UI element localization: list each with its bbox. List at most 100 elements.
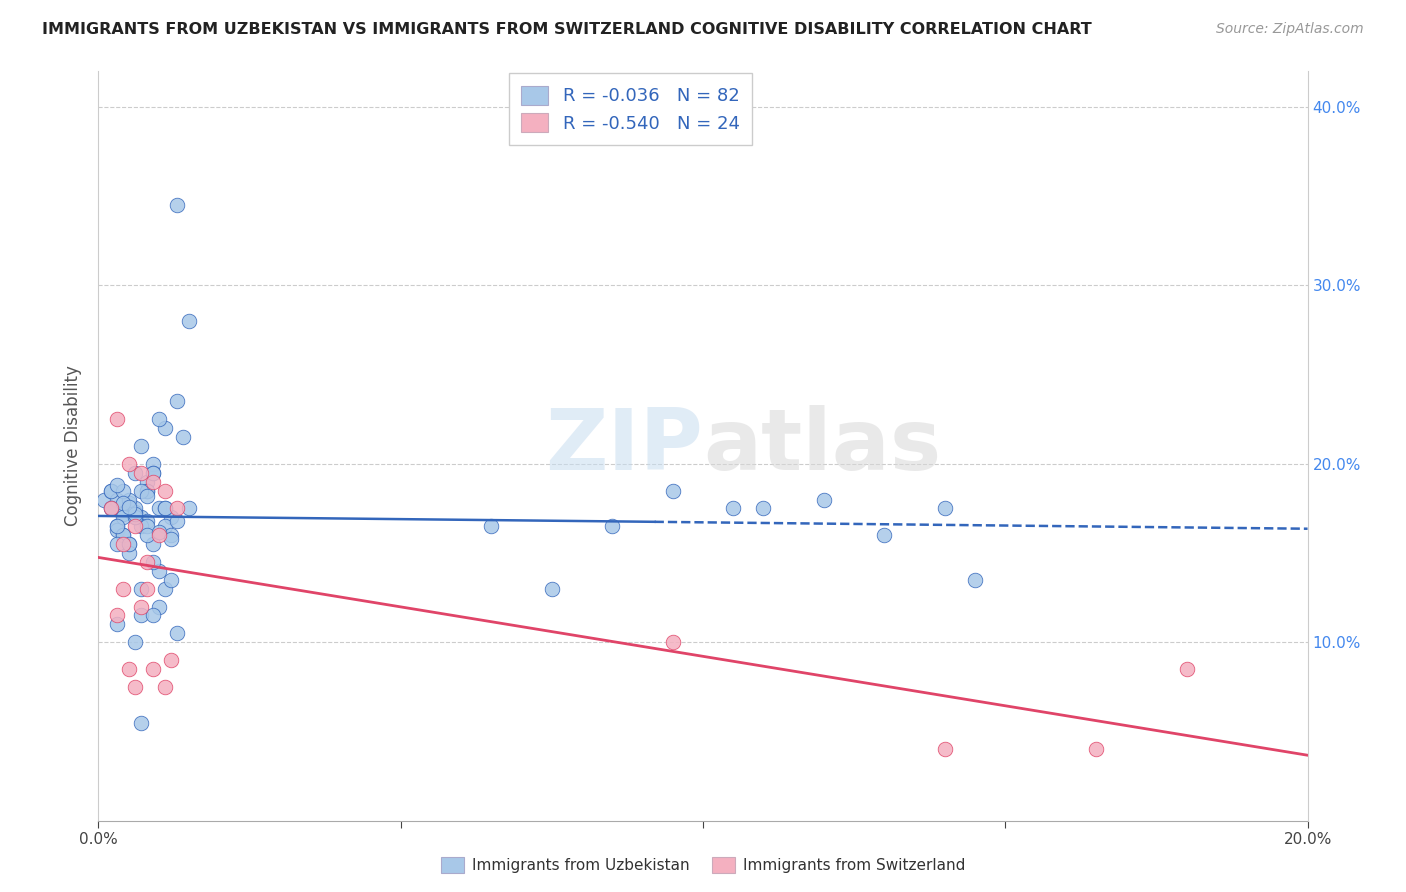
Text: ZIP: ZIP [546,404,703,488]
Point [105,519,128,533]
Point [118,546,141,560]
Point [111,496,134,510]
Point [1175,662,1198,676]
Point [142,457,165,471]
Point [124,635,146,649]
Point [111,483,134,498]
Point [129,715,152,730]
Point [752,501,775,516]
Point [93,492,115,507]
Point [602,519,624,533]
Point [100,501,122,516]
Text: Source: ZipAtlas.com: Source: ZipAtlas.com [1216,22,1364,37]
Point [118,537,141,551]
Point [873,528,896,542]
Point [124,519,146,533]
Point [160,653,183,667]
Point [166,198,188,212]
Point [118,492,141,507]
Point [965,573,987,587]
Point [118,662,141,676]
Point [100,501,122,516]
Point [153,519,176,533]
Point [100,501,122,516]
Point [135,528,157,542]
Point [105,412,128,426]
Point [142,466,165,480]
Point [124,510,146,524]
Point [129,466,152,480]
Point [160,532,183,546]
Point [142,608,165,623]
Point [160,510,183,524]
Point [172,430,194,444]
Point [105,492,128,507]
Point [148,564,170,578]
Point [142,555,165,569]
Point [105,478,128,492]
Legend: Immigrants from Uzbekistan, Immigrants from Switzerland: Immigrants from Uzbekistan, Immigrants f… [434,851,972,880]
Point [118,496,141,510]
Point [661,483,683,498]
Point [105,537,128,551]
Point [934,501,956,516]
Point [661,635,683,649]
Point [111,528,134,542]
Point [153,582,176,596]
Point [100,483,122,498]
Point [135,519,157,533]
Text: atlas: atlas [703,404,941,488]
Point [142,537,165,551]
Point [105,519,128,533]
Point [179,314,201,328]
Point [540,582,562,596]
Legend: R = -0.036   N = 82, R = -0.540   N = 24: R = -0.036 N = 82, R = -0.540 N = 24 [509,73,752,145]
Point [105,617,128,632]
Point [129,599,152,614]
Point [153,421,176,435]
Point [148,599,170,614]
Point [111,507,134,521]
Y-axis label: Cognitive Disability: Cognitive Disability [65,366,83,526]
Point [129,439,152,453]
Point [100,483,122,498]
Point [129,483,152,498]
Point [111,582,134,596]
Point [166,626,188,640]
Point [129,582,152,596]
Point [135,489,157,503]
Point [118,500,141,514]
Point [153,501,176,516]
Point [118,457,141,471]
Point [129,510,152,524]
Point [148,412,170,426]
Point [142,466,165,480]
Point [1085,742,1108,756]
Point [135,582,157,596]
Point [166,514,188,528]
Text: IMMIGRANTS FROM UZBEKISTAN VS IMMIGRANTS FROM SWITZERLAND COGNITIVE DISABILITY C: IMMIGRANTS FROM UZBEKISTAN VS IMMIGRANTS… [42,22,1092,37]
Point [124,501,146,516]
Point [135,475,157,489]
Point [160,573,183,587]
Point [481,519,503,533]
Point [160,528,183,542]
Point [135,483,157,498]
Point [813,492,835,507]
Point [148,501,170,516]
Point [142,475,165,489]
Point [723,501,745,516]
Point [124,680,146,694]
Point [105,523,128,537]
Point [142,662,165,676]
Point [118,537,141,551]
Point [111,510,134,524]
Point [166,501,188,516]
Point [124,466,146,480]
Point [124,510,146,524]
Point [166,394,188,409]
Point [129,519,152,533]
Point [135,555,157,569]
Point [124,505,146,519]
Point [135,514,157,528]
